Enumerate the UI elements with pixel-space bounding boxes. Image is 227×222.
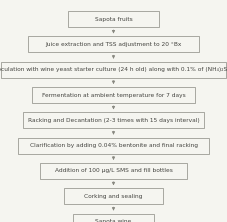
Text: Clarification by adding 0.04% bentonite and final racking: Clarification by adding 0.04% bentonite …	[30, 143, 197, 148]
FancyBboxPatch shape	[40, 163, 187, 179]
FancyBboxPatch shape	[73, 214, 154, 222]
Text: Addition of 100 µg/L SMS and fill bottles: Addition of 100 µg/L SMS and fill bottle…	[54, 168, 173, 173]
FancyBboxPatch shape	[1, 62, 226, 78]
FancyBboxPatch shape	[32, 87, 195, 103]
FancyBboxPatch shape	[18, 138, 209, 154]
Text: Sapota wine: Sapota wine	[95, 219, 132, 222]
Text: Fermentation at ambient temperature for 7 days: Fermentation at ambient temperature for …	[42, 93, 185, 97]
Text: Inoculation with wine yeast starter culture (24 h old) along with 0.1% of (NH₄)₂: Inoculation with wine yeast starter cult…	[0, 67, 227, 72]
FancyBboxPatch shape	[28, 36, 199, 52]
FancyBboxPatch shape	[64, 188, 163, 204]
Text: Juice extraction and TSS adjustment to 20 °Bx: Juice extraction and TSS adjustment to 2…	[45, 42, 182, 47]
FancyBboxPatch shape	[68, 11, 159, 27]
Text: Racking and Decantation (2-3 times with 15 days interval): Racking and Decantation (2-3 times with …	[28, 118, 199, 123]
Text: Corking and sealing: Corking and sealing	[84, 194, 143, 199]
Text: Sapota fruits: Sapota fruits	[95, 17, 132, 22]
FancyBboxPatch shape	[23, 112, 204, 128]
